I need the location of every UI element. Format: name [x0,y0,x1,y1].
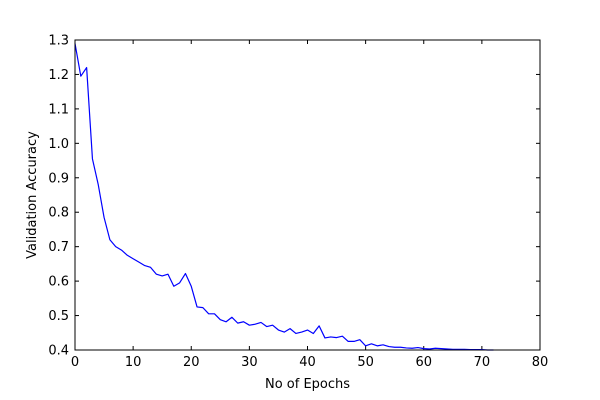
x-tick-label: 60 [415,355,432,370]
y-tick-label: 1.1 [48,102,69,117]
x-tick-label: 10 [125,355,142,370]
x-tick-label: 30 [241,355,258,370]
y-tick-label: 0.5 [48,309,69,324]
x-tick-label: 20 [183,355,200,370]
y-tick-label: 0.9 [48,171,69,186]
y-tick-label: 0.4 [48,344,69,359]
ticks-group: 0 10 20 30 40 50 60 70 80 0.4 0.5 0.6 0.7 0.8 0.9 1.0 1.… [48,34,548,371]
y-axis-label: Validation Accuracy [25,131,40,259]
x-tick-label: 0 [71,355,79,370]
x-axis-label: No of Epochs [265,377,350,392]
y-tick-label: 1.0 [48,137,69,152]
x-tick-label: 50 [357,355,374,370]
y-tick-label: 0.6 [48,275,69,290]
plot-frame [74,39,541,351]
series-line-0 [74,43,494,351]
y-tick-label: 1.2 [48,68,69,83]
x-tick-label: 70 [474,355,491,370]
y-tick-label: 1.3 [48,34,69,49]
y-tick-label: 0.7 [48,240,69,255]
y-tick-label: 0.8 [48,206,69,221]
x-tick-label: 80 [532,355,549,370]
x-tick-label: 40 [299,355,316,370]
